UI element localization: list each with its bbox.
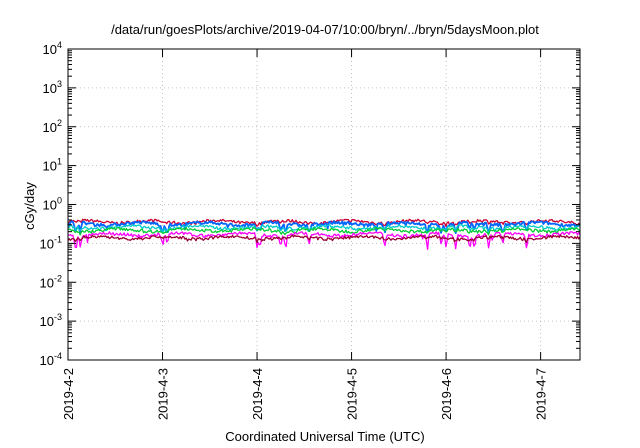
y-tick-exponent: -3: [54, 312, 62, 322]
series-line: [67, 218, 581, 228]
y-tick-label: 10-2: [40, 273, 62, 290]
series-line: [67, 220, 581, 235]
y-tick-label: 102: [43, 118, 62, 135]
y-tick-label: 100: [43, 196, 62, 213]
y-tick-label: 10-3: [40, 312, 62, 329]
series-line: [67, 234, 581, 244]
chart-title: /data/run/goesPlots/archive/2019-04-07/1…: [111, 22, 539, 37]
x-tick-label: 2019-4-2: [61, 368, 76, 420]
x-tick-label: 2019-4-6: [439, 368, 454, 420]
y-tick-base: 10: [43, 42, 57, 57]
y-tick-exponent: 4: [57, 40, 62, 50]
y-axis-label: cGy/day: [22, 182, 37, 230]
y-tick-exponent: 3: [57, 79, 62, 89]
series-group: [67, 218, 581, 250]
x-axis-label: Coordinated Universal Time (UTC): [225, 429, 424, 444]
x-tick-label: 2019-4-5: [345, 368, 360, 420]
y-tick-exponent: 2: [57, 118, 62, 128]
y-tick-base: 10: [40, 275, 54, 290]
y-tick-exponent: -1: [54, 234, 62, 244]
y-tick-base: 10: [40, 353, 54, 368]
y-tick-label: 101: [43, 157, 62, 174]
y-tick-base: 10: [43, 159, 57, 174]
y-tick-label: 103: [43, 79, 62, 96]
x-axis: 2019-4-2 2019-4-3 2019-4-4 2019-4-5 2019-4-6…: [61, 49, 549, 420]
y-tick-exponent: -4: [54, 351, 62, 361]
y-tick-label: 104: [43, 40, 62, 57]
y-tick-label: 10-1: [40, 234, 62, 251]
x-tick-label: 2019-4-3: [156, 368, 171, 420]
y-tick-exponent: 1: [57, 157, 62, 167]
y-tick-base: 10: [43, 81, 57, 96]
y-tick-label: 10-4: [40, 351, 62, 368]
y-tick-base: 10: [43, 120, 57, 135]
x-tick-label: 2019-4-4: [250, 368, 265, 420]
y-tick-base: 10: [40, 236, 54, 251]
y-tick-base: 10: [40, 314, 54, 329]
y-tick-exponent: 0: [57, 196, 62, 206]
y-tick-base: 10: [43, 198, 57, 213]
grid: [68, 49, 580, 360]
y-tick-exponent: -2: [54, 273, 62, 283]
series-line: [68, 226, 580, 236]
x-tick-label: 2019-4-7: [534, 368, 549, 420]
series-line: [67, 223, 581, 235]
